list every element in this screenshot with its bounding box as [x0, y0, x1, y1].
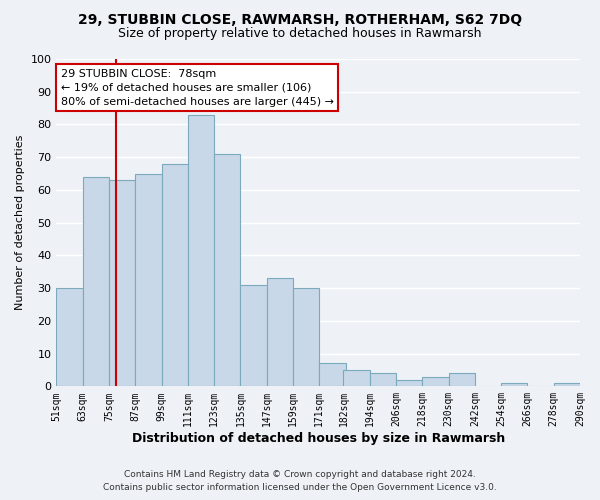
Text: Size of property relative to detached houses in Rawmarsh: Size of property relative to detached ho… [118, 28, 482, 40]
Bar [554, 383, 580, 386]
Bar [83, 177, 109, 386]
Bar [396, 380, 422, 386]
Bar [135, 174, 161, 386]
Bar [501, 383, 527, 386]
Bar [319, 364, 346, 386]
Text: Contains HM Land Registry data © Crown copyright and database right 2024.
Contai: Contains HM Land Registry data © Crown c… [103, 470, 497, 492]
Text: 29 STUBBIN CLOSE:  78sqm
← 19% of detached houses are smaller (106)
80% of semi-: 29 STUBBIN CLOSE: 78sqm ← 19% of detache… [61, 69, 334, 107]
Bar [422, 376, 449, 386]
Text: 29, STUBBIN CLOSE, RAWMARSH, ROTHERHAM, S62 7DQ: 29, STUBBIN CLOSE, RAWMARSH, ROTHERHAM, … [78, 12, 522, 26]
Y-axis label: Number of detached properties: Number of detached properties [15, 135, 25, 310]
Bar [188, 114, 214, 386]
X-axis label: Distribution of detached houses by size in Rawmarsh: Distribution of detached houses by size … [131, 432, 505, 445]
Bar [241, 285, 267, 386]
Bar [343, 370, 370, 386]
Bar [109, 180, 135, 386]
Bar [370, 373, 396, 386]
Bar [293, 288, 319, 386]
Bar [161, 164, 188, 386]
Bar [449, 373, 475, 386]
Bar [267, 278, 293, 386]
Bar [214, 154, 241, 386]
Bar [56, 288, 83, 386]
